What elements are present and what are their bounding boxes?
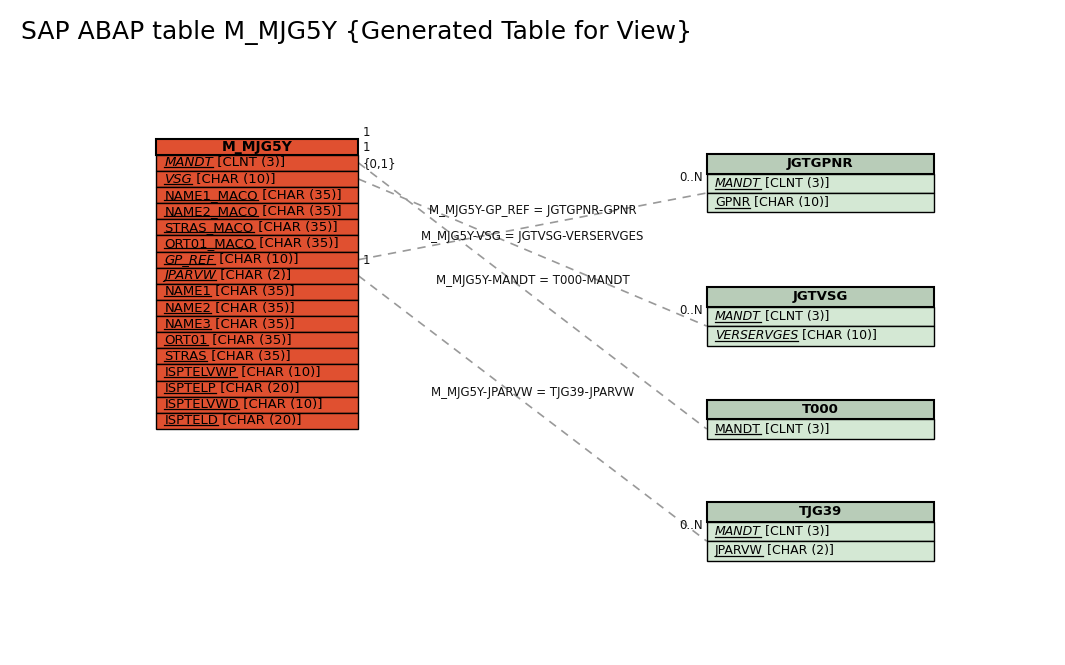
FancyBboxPatch shape (157, 203, 359, 219)
Text: [CHAR (35)]: [CHAR (35)] (212, 285, 295, 299)
Text: [CHAR (10)]: [CHAR (10)] (240, 398, 323, 412)
Text: ORT01_MACO: ORT01_MACO (164, 237, 255, 250)
FancyBboxPatch shape (157, 380, 359, 397)
Text: T000: T000 (802, 403, 838, 416)
FancyBboxPatch shape (157, 316, 359, 332)
FancyBboxPatch shape (157, 235, 359, 251)
FancyBboxPatch shape (157, 397, 359, 413)
Text: MANDT: MANDT (715, 310, 760, 323)
Text: [CHAR (10)]: [CHAR (10)] (799, 329, 878, 342)
Text: M_MJG5Y-VSG = JGTVSG-VERSERVGES: M_MJG5Y-VSG = JGTVSG-VERSERVGES (422, 230, 644, 243)
Text: JPARVW: JPARVW (164, 269, 216, 282)
Text: MANDT: MANDT (715, 422, 761, 436)
Text: VSG: VSG (164, 172, 193, 186)
Text: M_MJG5Y-GP_REF = JGTGPNR-GPNR: M_MJG5Y-GP_REF = JGTGPNR-GPNR (429, 204, 637, 217)
FancyBboxPatch shape (157, 364, 359, 380)
Text: [CHAR (2)]: [CHAR (2)] (763, 545, 834, 557)
FancyBboxPatch shape (157, 284, 359, 300)
FancyBboxPatch shape (157, 268, 359, 284)
Text: [CHAR (10)]: [CHAR (10)] (193, 172, 276, 186)
Text: [CLNT (3)]: [CLNT (3)] (760, 177, 830, 190)
FancyBboxPatch shape (157, 187, 359, 203)
Text: [CHAR (35)]: [CHAR (35)] (258, 189, 342, 201)
FancyBboxPatch shape (707, 326, 934, 346)
Text: [CHAR (20)]: [CHAR (20)] (218, 414, 301, 428)
Text: [CLNT (3)]: [CLNT (3)] (761, 422, 830, 436)
Text: 0..N: 0..N (679, 519, 703, 532)
FancyBboxPatch shape (707, 400, 934, 420)
FancyBboxPatch shape (707, 154, 934, 174)
FancyBboxPatch shape (707, 307, 934, 326)
Text: M_MJG5Y-JPARVW = TJG39-JPARVW: M_MJG5Y-JPARVW = TJG39-JPARVW (431, 386, 635, 399)
FancyBboxPatch shape (157, 139, 359, 155)
FancyBboxPatch shape (157, 348, 359, 364)
Text: VERSERVGES: VERSERVGES (715, 329, 799, 342)
Text: [CHAR (35)]: [CHAR (35)] (212, 318, 295, 331)
Text: JGTVSG: JGTVSG (792, 291, 848, 303)
FancyBboxPatch shape (157, 300, 359, 316)
FancyBboxPatch shape (707, 522, 934, 541)
Text: [CLNT (3)]: [CLNT (3)] (760, 525, 830, 538)
Text: TJG39: TJG39 (799, 505, 841, 519)
Text: [CHAR (10)]: [CHAR (10)] (237, 366, 321, 379)
Text: ISPTELVWP: ISPTELVWP (164, 366, 237, 379)
Text: MANDT: MANDT (715, 177, 760, 190)
Text: 1: 1 (362, 253, 370, 267)
Text: [CHAR (10)]: [CHAR (10)] (751, 196, 830, 209)
Text: [CHAR (10)]: [CHAR (10)] (215, 253, 298, 266)
Text: NAME1: NAME1 (164, 285, 212, 299)
FancyBboxPatch shape (157, 251, 359, 268)
FancyBboxPatch shape (157, 171, 359, 187)
Text: STRAS: STRAS (164, 350, 207, 363)
FancyBboxPatch shape (707, 287, 934, 307)
Text: [CHAR (35)]: [CHAR (35)] (255, 237, 339, 250)
Text: [CHAR (35)]: [CHAR (35)] (212, 301, 295, 315)
Text: NAME2: NAME2 (164, 301, 212, 315)
Text: JGTGPNR: JGTGPNR (787, 158, 853, 170)
Text: {0,1}: {0,1} (362, 157, 396, 170)
Text: M_MJG5Y: M_MJG5Y (222, 140, 293, 154)
FancyBboxPatch shape (157, 332, 359, 348)
Text: ISPTELVWD: ISPTELVWD (164, 398, 240, 412)
FancyBboxPatch shape (157, 219, 359, 235)
Text: MANDT: MANDT (715, 525, 760, 538)
FancyBboxPatch shape (707, 420, 934, 439)
FancyBboxPatch shape (157, 155, 359, 171)
Text: M_MJG5Y-MANDT = T000-MANDT: M_MJG5Y-MANDT = T000-MANDT (436, 274, 629, 287)
Text: [CHAR (20)]: [CHAR (20)] (216, 382, 299, 395)
FancyBboxPatch shape (707, 502, 934, 522)
Text: 0..N: 0..N (679, 304, 703, 317)
Text: ISPTELP: ISPTELP (164, 382, 216, 395)
FancyBboxPatch shape (707, 193, 934, 212)
Text: [CHAR (35)]: [CHAR (35)] (253, 221, 338, 234)
Text: [CHAR (35)]: [CHAR (35)] (208, 334, 292, 347)
Text: [CLNT (3)]: [CLNT (3)] (213, 156, 285, 170)
Text: ORT01: ORT01 (164, 334, 208, 347)
Text: [CHAR (35)]: [CHAR (35)] (258, 205, 342, 217)
Text: GP_REF: GP_REF (164, 253, 215, 266)
Text: [CLNT (3)]: [CLNT (3)] (760, 310, 830, 323)
Text: SAP ABAP table M_MJG5Y {Generated Table for View}: SAP ABAP table M_MJG5Y {Generated Table … (21, 20, 692, 45)
Text: GPNR: GPNR (715, 196, 751, 209)
Text: [CHAR (2)]: [CHAR (2)] (216, 269, 292, 282)
Text: NAME1_MACO: NAME1_MACO (164, 189, 258, 201)
Text: STRAS_MACO: STRAS_MACO (164, 221, 253, 234)
Text: [CHAR (35)]: [CHAR (35)] (207, 350, 291, 363)
FancyBboxPatch shape (707, 174, 934, 193)
Text: ISPTELD: ISPTELD (164, 414, 218, 428)
FancyBboxPatch shape (157, 413, 359, 429)
Text: NAME3: NAME3 (164, 318, 212, 331)
Text: MANDT: MANDT (164, 156, 213, 170)
Text: NAME2_MACO: NAME2_MACO (164, 205, 258, 217)
Text: 0..N: 0..N (679, 171, 703, 184)
FancyBboxPatch shape (707, 541, 934, 561)
Text: JPARVW: JPARVW (715, 545, 763, 557)
Text: 1
1: 1 1 (362, 126, 370, 154)
